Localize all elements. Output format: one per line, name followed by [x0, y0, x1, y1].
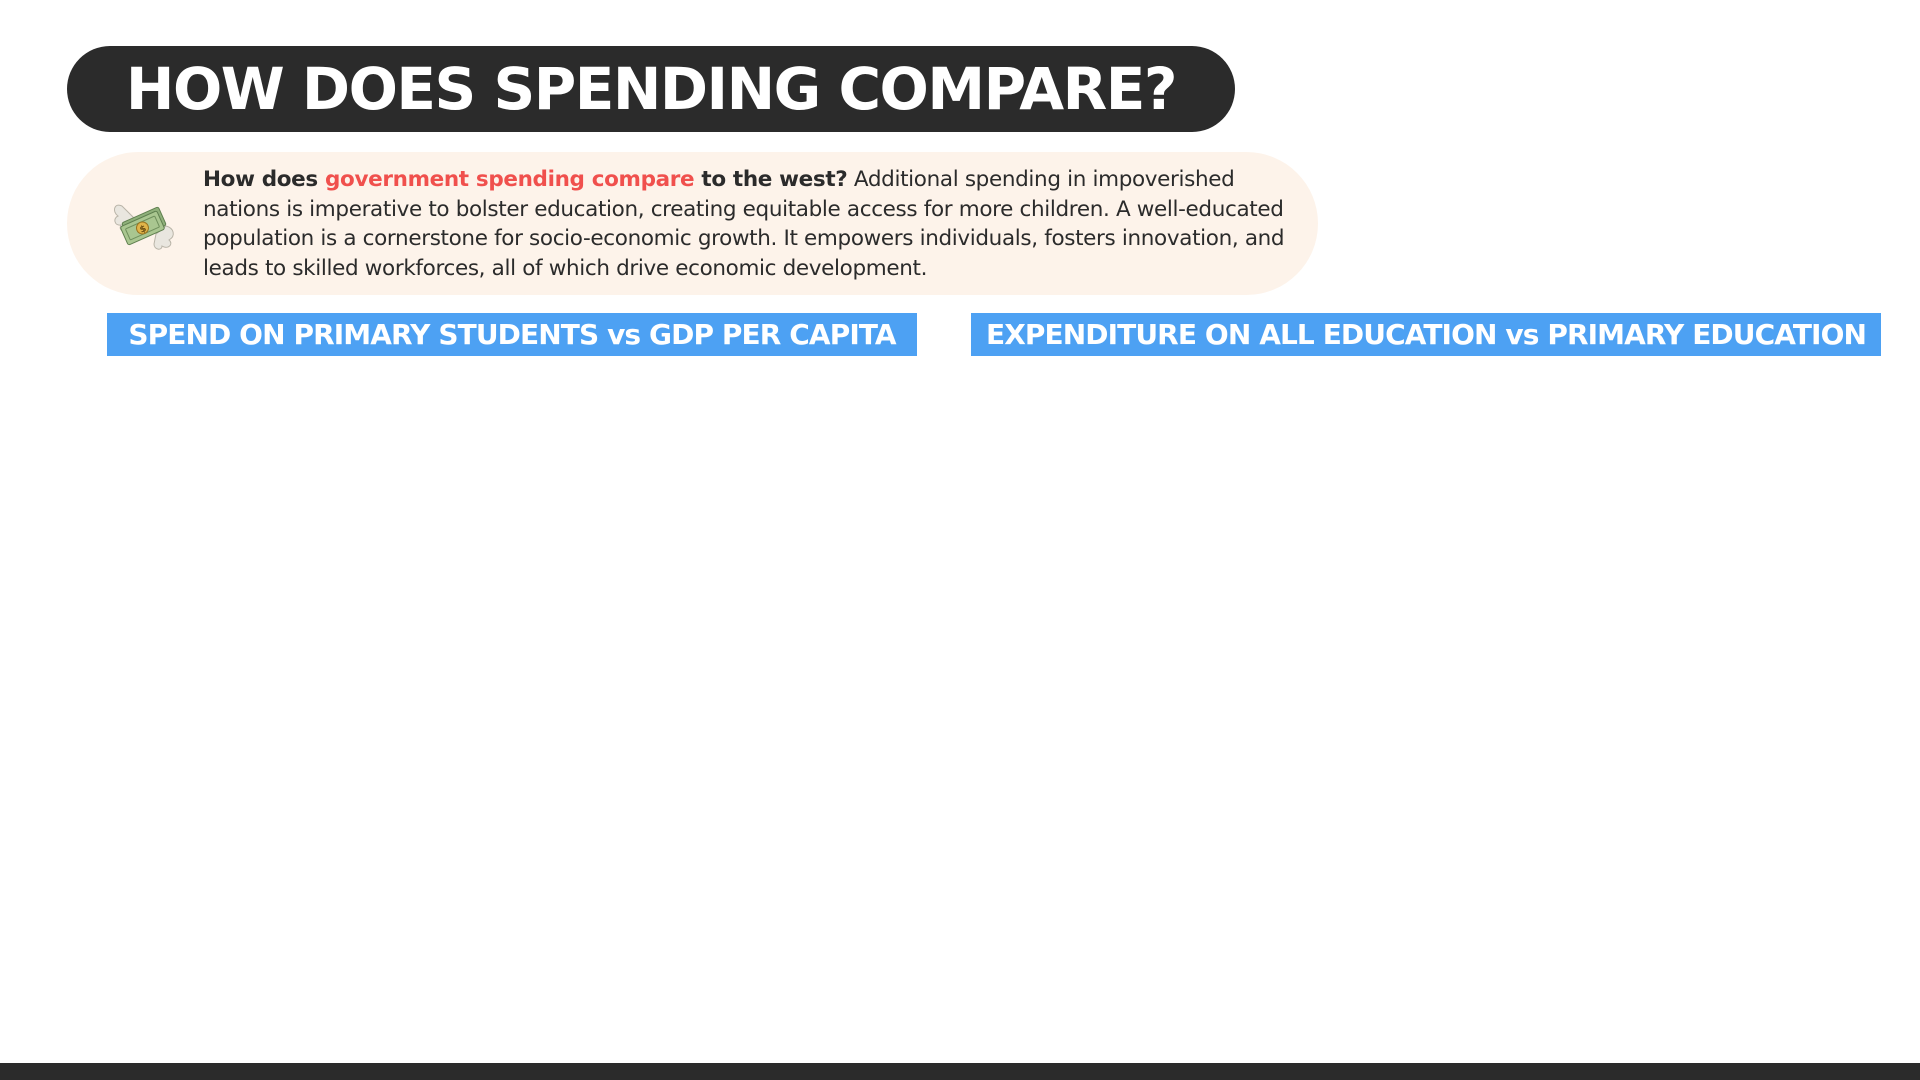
section-label-all-vs-primary: EXPENDITURE ON ALL EDUCATION vs PRIMARY …	[971, 313, 1881, 356]
footer-bar	[0, 1063, 1920, 1080]
intro-lead: How does	[203, 167, 325, 192]
intro-callout: $ How does government spending compare t…	[67, 152, 1318, 295]
intro-lead-tail: to the west?	[694, 167, 848, 192]
section-label-primary-vs-gdp: SPEND ON PRIMARY STUDENTS vs GDP PER CAP…	[107, 313, 917, 356]
page-title: HOW DOES SPENDING COMPARE?	[125, 55, 1178, 123]
intro-body: Additional spending in impoverished nati…	[203, 167, 1285, 282]
money-with-wings-icon: $	[114, 204, 174, 250]
intro-highlight: government spending compare	[325, 167, 695, 192]
intro-paragraph: How does government spending compare to …	[203, 165, 1303, 284]
title-banner: HOW DOES SPENDING COMPARE?	[67, 46, 1235, 132]
svg-text:$: $	[138, 224, 148, 236]
